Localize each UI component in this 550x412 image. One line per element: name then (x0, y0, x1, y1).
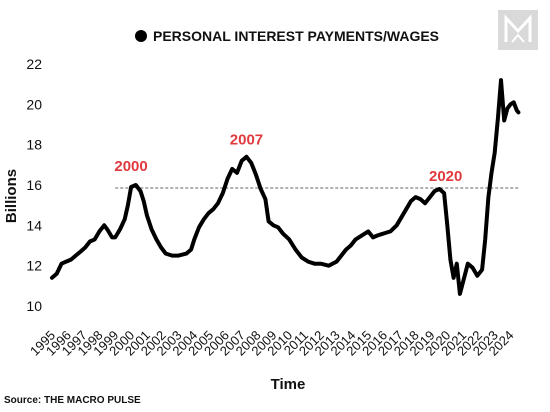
y-tick-label: 20 (26, 96, 42, 112)
x-axis-ticks: 1995199619971998199920002001200220032004… (27, 328, 517, 359)
annotation-label: 2000 (114, 158, 147, 175)
annotation-label: 2007 (230, 132, 263, 149)
y-axis-title: Billions (3, 169, 20, 223)
y-tick-label: 16 (26, 177, 42, 193)
x-axis-title: Time (271, 376, 306, 393)
legend: PERSONAL INTEREST PAYMENTS/WAGES (135, 28, 439, 44)
annotation-label: 2020 (429, 168, 462, 185)
y-tick-label: 10 (26, 298, 42, 314)
y-tick-label: 18 (26, 137, 42, 153)
source-credit: Source: THE MACRO PULSE (4, 395, 141, 406)
legend-marker (135, 30, 147, 42)
annotations: 2000 2007 2020 (114, 132, 462, 185)
y-tick-label: 12 (26, 258, 42, 274)
legend-label: PERSONAL INTEREST PAYMENTS/WAGES (153, 28, 439, 44)
series-line (50, 78, 521, 296)
y-tick-label: 14 (26, 217, 42, 233)
y-axis-ticks: 10 12 14 16 18 20 22 (26, 56, 42, 314)
logo (498, 10, 538, 50)
y-tick-label: 22 (26, 56, 42, 72)
